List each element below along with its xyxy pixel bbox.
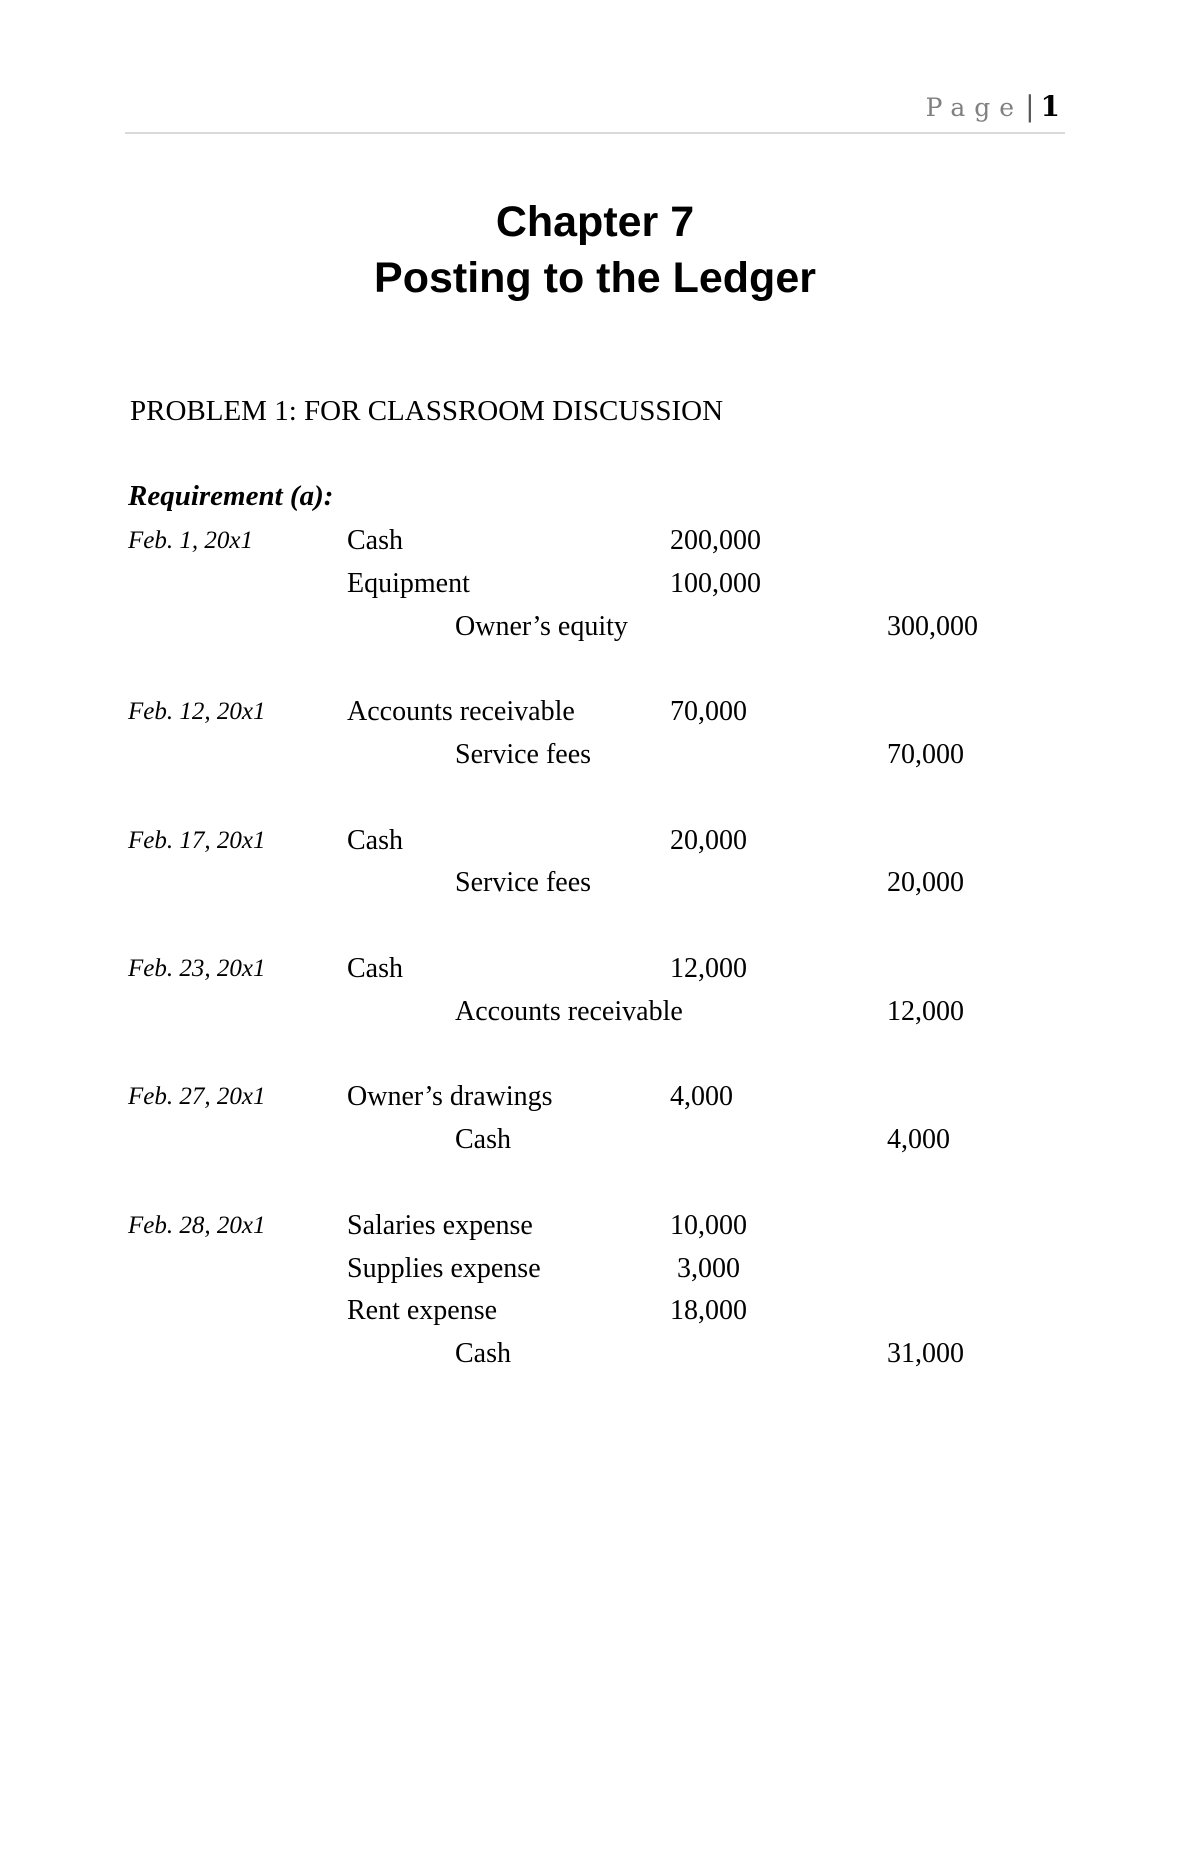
credit-account: Cash	[455, 1338, 511, 1370]
debit-amount: 18,000	[670, 1295, 747, 1327]
chapter-subtitle: Posting to the Ledger	[374, 254, 816, 302]
debit-account: Owner’s drawings	[347, 1081, 553, 1113]
page-header: Page| 1	[926, 90, 1060, 123]
header-divider: |	[1025, 90, 1035, 123]
header-rule	[125, 132, 1065, 134]
page-number: 1	[1040, 90, 1060, 123]
credit-account: Accounts receivable	[455, 995, 683, 1027]
debit-amount: 4,000	[670, 1081, 733, 1113]
debit-account: Cash	[347, 953, 403, 984]
credit-account: Cash	[455, 1124, 511, 1156]
credit-amount: 300,000	[887, 610, 978, 642]
credit-amount: 4,000	[887, 1124, 950, 1156]
entry-date: Feb. 12, 20x1	[128, 698, 266, 726]
debit-amount: 10,000	[670, 1209, 747, 1241]
debit-account: Rent expense	[347, 1295, 498, 1327]
credit-amount: 31,000	[887, 1338, 964, 1370]
debit-amount: 12,000	[670, 953, 747, 984]
debit-account: Salaries expense	[347, 1209, 533, 1241]
problem-heading: PROBLEM 1: FOR CLASSROOM DISCUSSION	[130, 395, 724, 427]
debit-account: Supplies expense	[347, 1252, 541, 1284]
entry-date: Feb. 28, 20x1	[128, 1211, 266, 1239]
entry-date: Feb. 1, 20x1	[128, 527, 253, 554]
debit-amount: 3,000	[670, 1252, 740, 1284]
debit-account: Accounts receivable	[347, 696, 575, 728]
debit-account: Equipment	[347, 567, 470, 599]
page-label: Page	[925, 93, 1024, 122]
credit-amount: 70,000	[887, 739, 964, 770]
credit-account: Owner’s equity	[455, 610, 628, 642]
entry-date: Feb. 27, 20x1	[128, 1083, 266, 1111]
chapter-title: Chapter 7	[495, 198, 695, 246]
debit-account: Cash	[347, 525, 403, 556]
credit-amount: 12,000	[887, 995, 964, 1027]
entry-date: Feb. 17, 20x1	[128, 826, 266, 854]
requirement-label: Requirement (a):	[128, 480, 334, 512]
credit-amount: 20,000	[887, 867, 964, 899]
debit-amount: 100,000	[670, 567, 761, 599]
credit-account: Service fees	[455, 739, 592, 770]
debit-amount: 70,000	[670, 696, 747, 728]
debit-amount: 200,000	[670, 525, 761, 556]
debit-account: Cash	[347, 824, 403, 856]
debit-amount: 20,000	[670, 824, 747, 856]
entry-date: Feb. 23, 20x1	[128, 955, 266, 982]
credit-account: Service fees	[455, 867, 592, 899]
